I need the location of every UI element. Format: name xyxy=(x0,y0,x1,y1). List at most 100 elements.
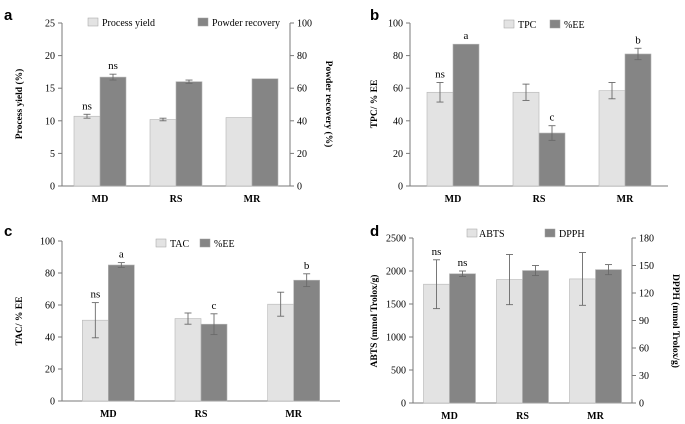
bar-tac xyxy=(267,303,294,402)
legend-swatch xyxy=(544,228,556,238)
y2-tick-label: 180 xyxy=(639,234,654,245)
significance-label: b xyxy=(304,260,310,272)
legend-swatch xyxy=(199,238,211,248)
y2-tick-label: 90 xyxy=(639,316,649,327)
bar-tac xyxy=(174,318,202,402)
y-tick-label: 60 xyxy=(45,301,55,312)
bar-processyield xyxy=(225,117,253,187)
x-tick-label: MD xyxy=(445,194,462,205)
x-tick-label: MR xyxy=(285,409,302,420)
significance-label: ns xyxy=(458,257,468,269)
x-tick-label: MD xyxy=(441,411,458,422)
bar-ee xyxy=(200,323,228,402)
y2-tick-label: 40 xyxy=(297,116,307,127)
legend-swatch xyxy=(197,17,209,27)
significance-label: a xyxy=(119,249,124,261)
y-tick-label: 15 xyxy=(45,84,55,95)
y-axis-label: TAC/ % EE xyxy=(15,297,25,346)
legend-swatch xyxy=(466,228,478,238)
y2-tick-label: 0 xyxy=(639,399,644,410)
legend-label: %EE xyxy=(564,20,585,31)
bar-ee xyxy=(452,43,480,187)
bar-tpc xyxy=(598,90,626,187)
y2-tick-label: 80 xyxy=(297,51,307,62)
y2-tick-label: 120 xyxy=(639,289,654,300)
panel-b: b 0 20 40 60 80 100 TPC/ % EE MD ns a RS c MR b TPC %EE xyxy=(370,7,668,205)
significance-label: c xyxy=(212,300,217,312)
x-tick-label: RS xyxy=(533,194,546,205)
panel-d: d 0 500 1000 1500 2000 2500 ABTS (mmol Trolox/g… xyxy=(369,223,681,422)
y-tick-label: 40 xyxy=(393,116,403,127)
significance-label: b xyxy=(635,34,641,46)
y-tick-label: 0 xyxy=(50,182,55,193)
panel-letter: c xyxy=(4,223,12,240)
panel-a: a 0 5 10 15 20 25 Process yield (%) 0 20 40 60 80 100… xyxy=(4,7,334,205)
y2-axis-label: Powder recovery (%) xyxy=(323,61,334,148)
bar-ee xyxy=(293,279,320,402)
legend-swatch xyxy=(503,19,515,29)
y2-tick-label: 150 xyxy=(639,261,654,272)
y-tick-label: 25 xyxy=(45,19,55,30)
x-tick-label: MR xyxy=(617,194,634,205)
panel-letter: a xyxy=(4,7,13,24)
y-tick-label: 20 xyxy=(45,365,55,376)
panel-letter: d xyxy=(370,223,379,240)
panel-letter: b xyxy=(370,7,379,24)
legend-swatch xyxy=(87,17,99,27)
bar-tpc xyxy=(512,91,540,187)
y-tick-label: 1000 xyxy=(386,333,406,344)
legend-swatch xyxy=(549,19,561,29)
legend-label: %EE xyxy=(214,239,235,250)
y-tick-label: 2500 xyxy=(386,234,406,245)
y2-tick-label: 0 xyxy=(297,182,302,193)
legend-label: Powder recovery xyxy=(212,18,280,29)
x-tick-label: MD xyxy=(100,409,117,420)
x-tick-label: RS xyxy=(170,194,183,205)
y-tick-label: 2000 xyxy=(386,267,406,278)
x-tick-label: RS xyxy=(516,411,529,422)
bar-ee xyxy=(624,53,652,187)
y-tick-label: 80 xyxy=(393,51,403,62)
x-tick-label: MD xyxy=(92,194,109,205)
y2-tick-label: 30 xyxy=(639,371,649,382)
significance-label: ns xyxy=(432,246,442,258)
y-tick-label: 0 xyxy=(50,397,55,408)
y-tick-label: 0 xyxy=(398,182,403,193)
bar-tpc xyxy=(426,91,454,187)
y-tick-label: 80 xyxy=(45,269,55,280)
x-tick-label: MR xyxy=(587,411,604,422)
bar-powderrecovery xyxy=(99,76,127,187)
bar-powderrecovery xyxy=(175,81,203,187)
significance-label: ns xyxy=(82,100,92,112)
legend-swatch xyxy=(155,238,167,248)
panel-c: c 0 20 40 60 80 100 TAC/ % EE MD ns a RS c MR b TAC %EE xyxy=(4,223,340,420)
y2-axis-label: DPPH (mmol Trolox/g) xyxy=(670,274,681,368)
y-tick-label: 20 xyxy=(393,149,403,160)
bar-dpph xyxy=(522,270,549,404)
y-tick-label: 1500 xyxy=(386,300,406,311)
bar-processyield xyxy=(73,115,101,187)
y-tick-label: 10 xyxy=(45,116,55,127)
bar-dpph xyxy=(595,269,622,404)
x-tick-label: RS xyxy=(195,409,208,420)
significance-label: ns xyxy=(90,289,100,301)
bar-ee xyxy=(108,264,135,402)
y-tick-label: 20 xyxy=(45,51,55,62)
y2-tick-label: 20 xyxy=(297,149,307,160)
y-axis-label: TPC/ % EE xyxy=(370,80,380,129)
y2-tick-label: 60 xyxy=(639,344,649,355)
y2-tick-label: 60 xyxy=(297,84,307,95)
y-tick-label: 100 xyxy=(388,19,403,30)
legend-label: Process yield xyxy=(102,18,155,29)
legend-label: ABTS xyxy=(479,229,505,240)
y-tick-label: 100 xyxy=(40,237,55,248)
y-tick-label: 5 xyxy=(50,149,55,160)
significance-label: ns xyxy=(435,68,445,80)
y-tick-label: 40 xyxy=(45,333,55,344)
y-axis-label: ABTS (mmol Trolox/g) xyxy=(369,275,380,368)
y-tick-label: 500 xyxy=(391,366,406,377)
y-axis-label: Process yield (%) xyxy=(14,69,25,140)
significance-label: ns xyxy=(108,60,118,72)
significance-label: a xyxy=(464,30,469,42)
